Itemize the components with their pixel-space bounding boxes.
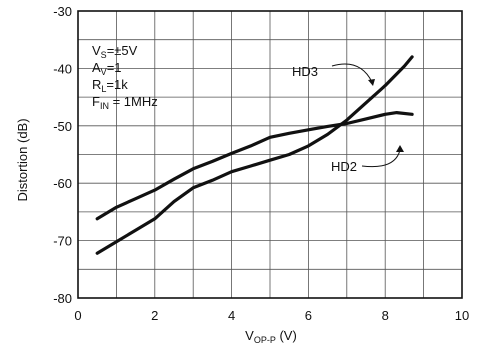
x-axis-label-sub: OP-P [254,335,276,345]
x-axis-label: VOP-P (V) [245,328,297,345]
condition-line: AV=1 [92,60,122,77]
y-tick-label: -80 [53,291,72,306]
condition-symbol: V [92,43,101,58]
y-tick-label: -30 [53,4,72,19]
series-arrow-hd2 [361,149,401,168]
series-line-hd3 [95,55,414,255]
x-tick-label: 8 [382,308,389,323]
y-axis-label: Distortion (dB) [15,118,30,201]
condition-value: =1k [106,77,128,92]
condition-subscript: L [101,84,106,94]
series-label-hd2: HD2 [331,159,357,174]
x-tick-label: 2 [151,308,158,323]
condition-line: VS=±5V [92,43,138,60]
y-tick-label: -70 [53,234,72,249]
y-tick-label: -60 [53,176,72,191]
condition-value: =1 [107,60,122,75]
condition-value: =±5V [107,43,138,58]
plot-frame [77,10,463,299]
condition-subscript: V [101,67,107,77]
x-tick-label: 6 [305,308,312,323]
series-arrowhead-hd2 [396,145,404,152]
condition-symbol: R [92,77,101,92]
series-line-hd2 [95,110,414,221]
series-arrow-hd3 [331,63,373,83]
x-tick-label: 4 [228,308,235,323]
condition-value: = 1MHz [109,94,158,109]
condition-symbol: F [92,94,100,109]
x-tick-label: 10 [455,308,469,323]
series-label-hd3: HD3 [292,64,318,79]
condition-subscript: S [101,50,107,60]
y-tick-label: -40 [53,61,72,76]
condition-line: FIN = 1MHz [92,94,158,111]
series-lines [95,55,414,255]
condition-line: RL=1k [92,77,128,94]
y-tick-label: -50 [53,119,72,134]
x-axis-label-unit: (V) [276,328,297,343]
condition-symbol: A [92,60,101,75]
x-tick-label: 0 [74,308,81,323]
series-arrowhead-hd3 [368,79,375,86]
tick-labels: 0 2 4 6 8 10 -80 -70 -60 -50 -40 -30 [53,4,469,323]
condition-subscript: IN [100,101,109,111]
x-axis-label-main: V [245,328,254,343]
